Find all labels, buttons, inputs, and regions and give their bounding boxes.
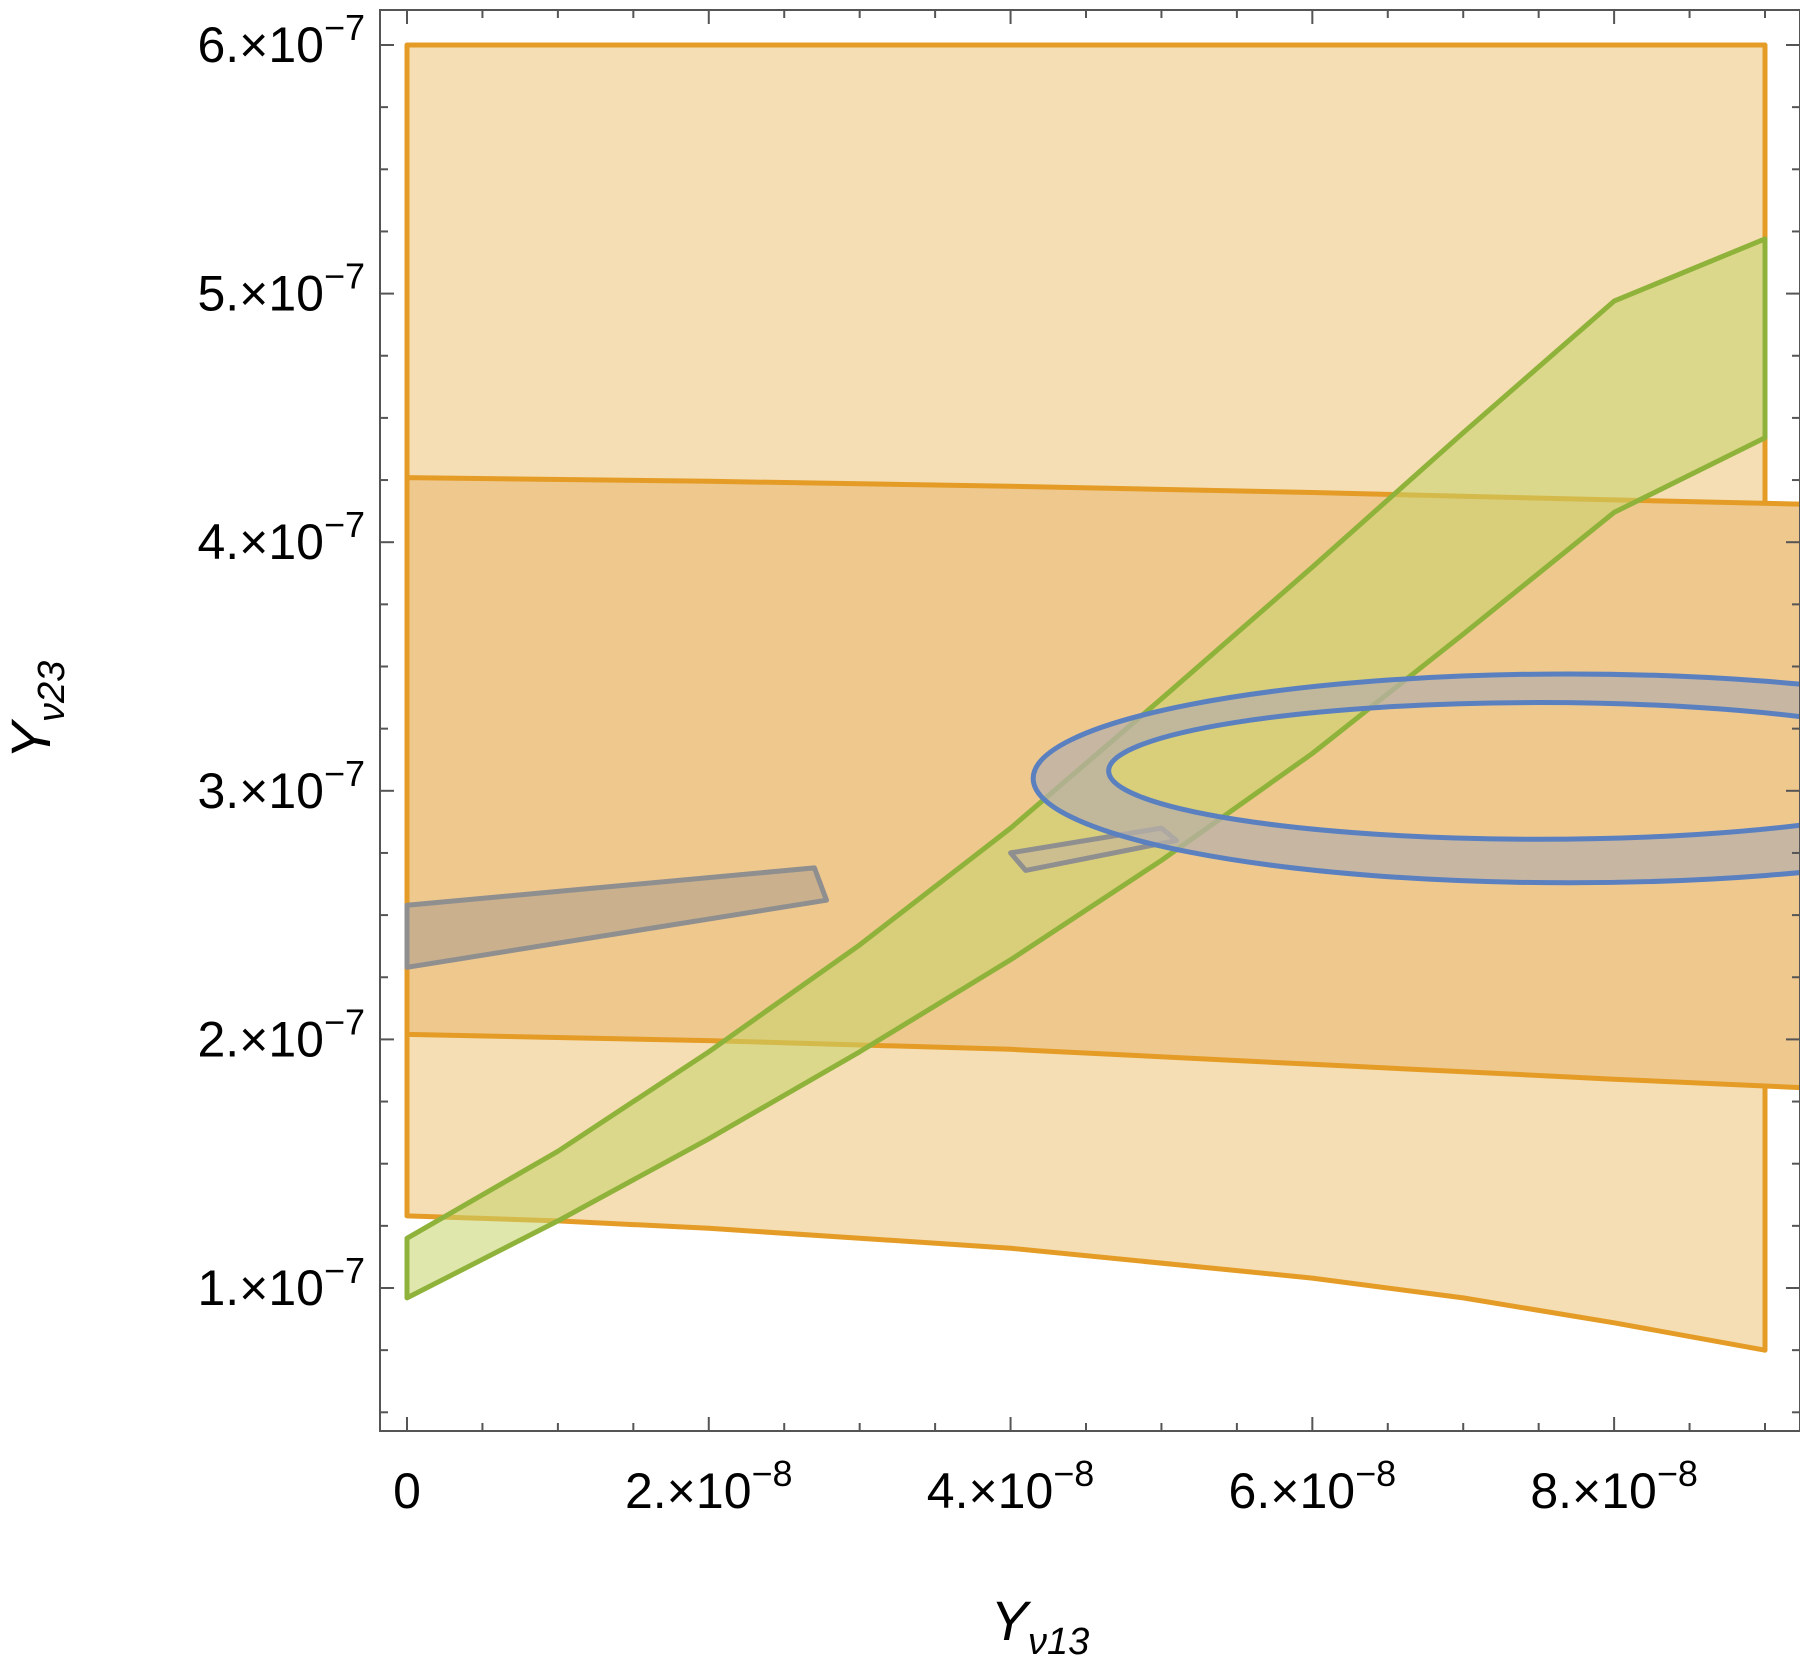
x-axis: 0 2.×10−8 4.×10−8 6.×10−8 8.×10−8: [393, 10, 1766, 1519]
plot-area: [404, 42, 1800, 1353]
y-tick-label: 1.×10−7: [197, 1250, 365, 1316]
y-axis-label: Yν23: [0, 661, 73, 760]
y-tick-label: 5.×10−7: [197, 256, 365, 322]
x-tick-label: 8.×10−8: [1530, 1453, 1698, 1519]
gray-strip-left-region: [404, 865, 829, 970]
x-tick-label: 4.×10−8: [927, 1453, 1095, 1519]
blue-ring-region: [1030, 671, 1800, 886]
y-tick-label: 6.×10−7: [197, 7, 365, 73]
plot-border: [379, 9, 1800, 1432]
x-tick-label: 2.×10−8: [625, 1453, 793, 1519]
x-tick-label: 6.×10−8: [1229, 1453, 1397, 1519]
x-tick-label: 0: [393, 1463, 421, 1519]
y-tick-label: 2.×10−7: [197, 1001, 365, 1067]
x-axis-label: Yν13: [991, 1589, 1090, 1660]
y-axis: 1.×10−7 2.×10−7 3.×10−7 4.×10−7 5.×10−7 6.×10…: [197, 7, 1800, 1414]
y-tick-label: 4.×10−7: [197, 504, 365, 570]
plot-frame: [379, 9, 1800, 1432]
y-tick-label: 3.×10−7: [197, 753, 365, 819]
